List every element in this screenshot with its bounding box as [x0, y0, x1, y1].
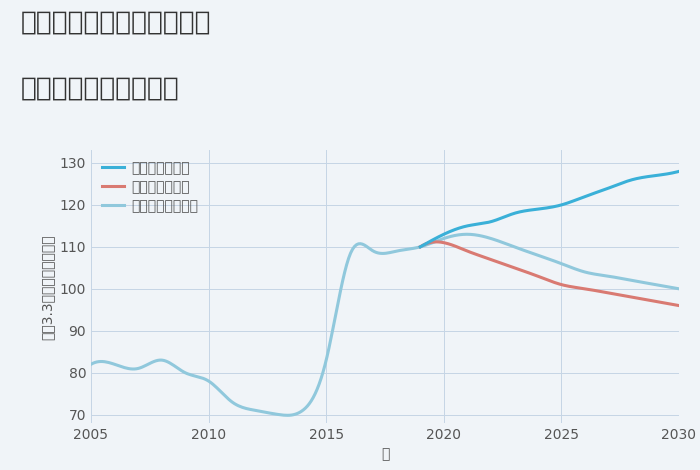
- バッドシナリオ: [652, 298, 660, 304]
- グッドシナリオ: [575, 196, 583, 202]
- Line: グッドシナリオ: グッドシナリオ: [420, 172, 679, 247]
- グッドシナリオ: [650, 173, 659, 179]
- バッドシナリオ: [570, 284, 578, 290]
- バッドシナリオ: [575, 285, 584, 291]
- グッドシナリオ: [417, 243, 426, 249]
- Line: ノーマルシナリオ: ノーマルシナリオ: [91, 234, 679, 415]
- ノーマルシナリオ: [437, 236, 445, 242]
- X-axis label: 年: 年: [381, 447, 389, 462]
- Text: 中古戸建ての価格推移: 中古戸建ての価格推移: [21, 75, 180, 101]
- ノーマルシナリオ: [463, 231, 471, 237]
- Legend: グッドシナリオ, バッドシナリオ, ノーマルシナリオ: グッドシナリオ, バッドシナリオ, ノーマルシナリオ: [98, 157, 202, 218]
- バッドシナリオ: [571, 284, 580, 290]
- バッドシナリオ: [417, 243, 426, 249]
- ノーマルシナリオ: [624, 277, 632, 282]
- ノーマルシナリオ: [587, 271, 595, 276]
- Line: バッドシナリオ: バッドシナリオ: [420, 242, 679, 306]
- グッドシナリオ: [416, 244, 424, 250]
- ノーマルシナリオ: [89, 360, 97, 366]
- バッドシナリオ: [433, 239, 441, 245]
- Text: 大阪府大阪市北区菅原町の: 大阪府大阪市北区菅原町の: [21, 9, 211, 35]
- バッドシナリオ: [635, 296, 643, 301]
- ノーマルシナリオ: [675, 286, 683, 291]
- グッドシナリオ: [569, 198, 577, 204]
- ノーマルシナリオ: [87, 361, 95, 367]
- ノーマルシナリオ: [284, 413, 292, 418]
- バッドシナリオ: [416, 244, 424, 250]
- ノーマルシナリオ: [439, 236, 447, 242]
- グッドシナリオ: [570, 198, 578, 204]
- グッドシナリオ: [675, 169, 683, 174]
- グッドシナリオ: [634, 175, 643, 181]
- バッドシナリオ: [675, 303, 683, 308]
- Y-axis label: 坪（3.3㎡）単価（万円）: 坪（3.3㎡）単価（万円）: [40, 234, 54, 339]
- ノーマルシナリオ: [449, 233, 457, 239]
